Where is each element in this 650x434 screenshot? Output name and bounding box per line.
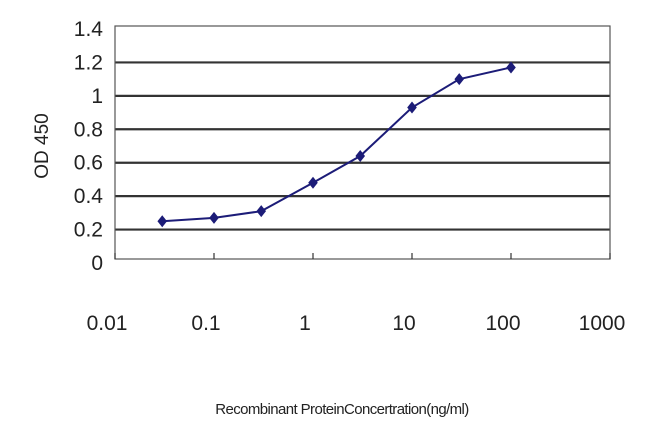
x-tick-label: 100 bbox=[485, 312, 520, 335]
y-tick-label: 0.2 bbox=[74, 219, 103, 242]
x-tick-label: 10 bbox=[392, 312, 415, 335]
x-axis-label: Recombinant ProteinConcertration(ng/ml) bbox=[215, 401, 469, 418]
data-point-diamond bbox=[407, 101, 417, 114]
x-tick-label: 0.01 bbox=[87, 312, 128, 335]
gridlines bbox=[115, 61, 610, 231]
series bbox=[157, 61, 516, 228]
data-point-diamond bbox=[454, 73, 465, 86]
data-point-diamond bbox=[157, 215, 168, 228]
plot-frame bbox=[114, 25, 611, 260]
x-tick-labels: 0.01 0.1 1 10 100 1000 bbox=[87, 253, 626, 335]
data-point-diamond bbox=[355, 150, 366, 163]
y-tick-label: 0.4 bbox=[74, 185, 104, 208]
y-tick-label: 0.8 bbox=[74, 118, 103, 141]
series-line bbox=[162, 66, 512, 223]
y-tick-label: 1 bbox=[91, 85, 103, 108]
y-tick-label: 1.2 bbox=[74, 51, 103, 74]
y-tick-label: 0 bbox=[91, 252, 103, 275]
data-point-diamond bbox=[308, 176, 318, 189]
data-point-diamond bbox=[256, 205, 267, 218]
data-point-diamond bbox=[506, 61, 516, 74]
y-axis-label: OD 450 bbox=[32, 113, 53, 178]
x-tick-label: 1000 bbox=[579, 312, 626, 335]
y-tick-label: 0.6 bbox=[74, 152, 103, 175]
x-tick-label: 1 bbox=[299, 312, 311, 335]
y-tick-label: 1.4 bbox=[74, 18, 104, 41]
y-tick-labels: 0 0.2 0.4 0.6 0.8 1 1.2 1.4 bbox=[74, 18, 104, 275]
x-tick-label: 0.1 bbox=[191, 312, 220, 335]
data-point-diamond bbox=[209, 211, 219, 224]
